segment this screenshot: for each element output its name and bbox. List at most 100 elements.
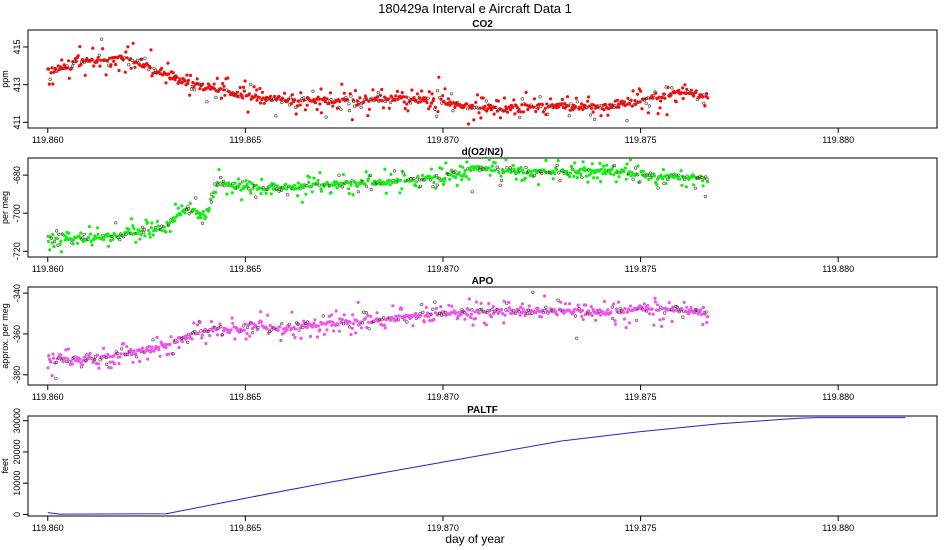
data-point: [156, 224, 160, 228]
y-tick-label: -720: [12, 242, 22, 260]
data-point: [106, 244, 111, 248]
x-tick-label: 119.865: [229, 264, 261, 274]
data-point: [436, 89, 440, 93]
data-point: [138, 63, 142, 67]
data-point: [638, 180, 642, 184]
data-point: [299, 91, 303, 95]
data-point: [85, 56, 89, 61]
data-point: [584, 303, 588, 307]
data-point: [157, 348, 161, 352]
data-point: [347, 102, 351, 106]
data-point: [58, 242, 62, 246]
data-point: [268, 323, 272, 328]
data-point: [490, 164, 494, 168]
data-point: [346, 98, 350, 102]
data-point: [110, 234, 114, 238]
data-point: [268, 184, 273, 188]
data-point: [125, 352, 130, 357]
y-tick-label: -680: [12, 166, 22, 184]
data-point: [604, 172, 608, 176]
data-point: [88, 351, 92, 356]
data-point: [500, 178, 504, 182]
data-point: [323, 99, 327, 104]
data-point: [129, 57, 133, 61]
data-point: [245, 331, 249, 336]
y-tick-label: 10000: [12, 471, 22, 496]
data-point: [138, 237, 142, 241]
data-point: [155, 219, 159, 224]
data-point: [175, 340, 179, 344]
data-point: [575, 100, 580, 104]
data-point: [502, 321, 506, 325]
data-point: [641, 169, 646, 173]
data-point: [96, 232, 100, 236]
data-point: [362, 100, 366, 104]
data-point: [426, 315, 431, 319]
data-point: [588, 113, 593, 117]
data-point: [238, 182, 242, 186]
data-point: [315, 107, 319, 112]
data-point: [567, 114, 571, 118]
data-point: [365, 325, 369, 330]
data-point: [356, 190, 361, 194]
data-point: [442, 179, 446, 183]
data-point: [401, 95, 406, 99]
data-point: [705, 91, 709, 96]
data-point: [496, 167, 500, 171]
data-point: [90, 243, 94, 247]
data-point: [371, 88, 375, 92]
data-point: [586, 99, 590, 103]
data-point: [107, 365, 111, 370]
data-point: [442, 100, 446, 104]
data-point: [511, 163, 515, 168]
data-point: [645, 309, 649, 313]
data-point: [153, 68, 158, 72]
data-point: [78, 357, 82, 361]
data-point: [435, 183, 439, 187]
data-point: [319, 87, 323, 91]
data-point: [700, 179, 705, 183]
data-point: [462, 172, 467, 176]
data-point: [303, 108, 308, 112]
data-point: [206, 329, 211, 333]
data-point: [83, 73, 87, 77]
data-point: [54, 360, 58, 365]
data-point: [592, 176, 596, 180]
data-point: [571, 168, 575, 172]
data-point: [627, 170, 632, 174]
data-point: [622, 310, 626, 314]
data-point: [635, 92, 640, 96]
data-point: [273, 94, 277, 98]
data-point: [67, 231, 71, 235]
data-point: [518, 115, 522, 119]
data-point: [397, 314, 401, 318]
data-point: [560, 97, 565, 102]
data-point: [52, 240, 57, 244]
data-point: [55, 236, 60, 241]
data-point: [64, 235, 68, 239]
data-point: [493, 161, 497, 165]
data-point: [448, 177, 452, 181]
data-point: [541, 311, 545, 315]
data-point: [74, 59, 78, 64]
data-point: [90, 57, 94, 61]
data-point: [221, 179, 225, 183]
data-point: [556, 159, 560, 163]
data-point: [328, 91, 333, 95]
data-point: [365, 98, 369, 102]
data-point: [70, 64, 74, 68]
data-point: [152, 66, 156, 70]
data-point: [693, 186, 698, 190]
data-point: [293, 98, 297, 102]
data-point: [390, 95, 394, 99]
data-point: [682, 300, 686, 305]
data-point: [188, 73, 193, 77]
data-point: [230, 316, 234, 320]
x-tick-label: 119.880: [822, 135, 854, 145]
data-point: [223, 93, 227, 97]
data-point: [550, 103, 555, 107]
data-point: [398, 191, 402, 195]
data-point: [349, 333, 353, 337]
data-point: [551, 177, 555, 181]
data-point: [311, 89, 315, 93]
